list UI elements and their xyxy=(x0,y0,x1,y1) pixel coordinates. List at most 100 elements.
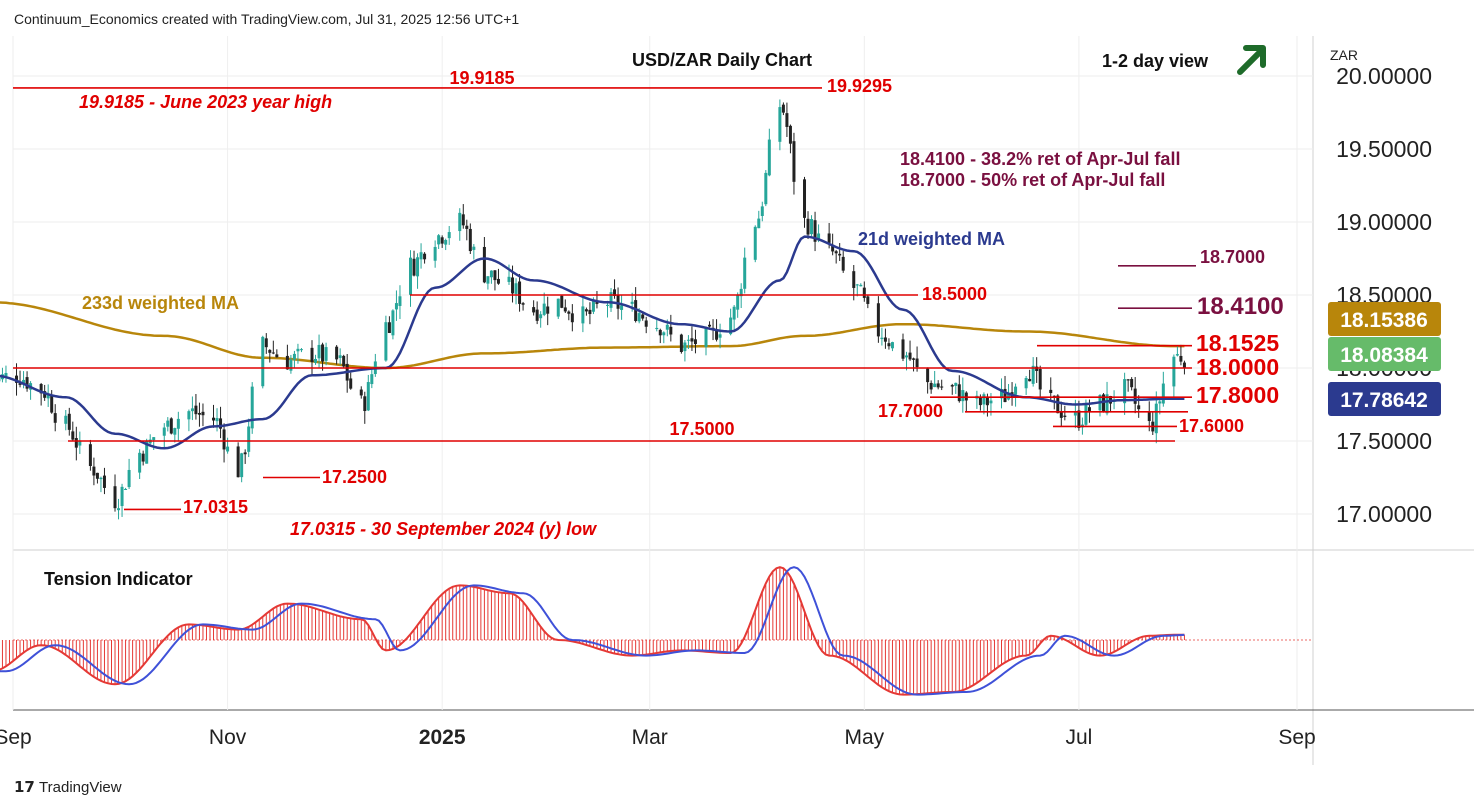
last-price-tag: 18.08384 xyxy=(1328,337,1441,371)
candle-body xyxy=(468,228,472,252)
candle-body xyxy=(187,411,191,420)
tradingview-brand: TradingView xyxy=(39,779,122,796)
candle-body xyxy=(219,418,223,429)
candle-body xyxy=(940,386,944,388)
candle-body xyxy=(732,306,736,320)
candle-body xyxy=(641,314,645,319)
candle-body xyxy=(908,352,912,360)
ma233-label: 233d weighted MA xyxy=(82,293,239,313)
candle-body xyxy=(591,300,595,312)
candle-body xyxy=(1154,403,1158,434)
view-label: 1-2 day view xyxy=(1102,51,1209,71)
low-note: 17.0315 - 30 September 2024 (y) low xyxy=(290,519,597,539)
candle-body xyxy=(852,271,856,288)
candle-body xyxy=(982,394,986,405)
x-tick-label: Nov xyxy=(209,726,247,749)
candle-body xyxy=(567,311,571,314)
ret382-note: 18.4100 - 38.2% ret of Apr-Jul fall xyxy=(900,149,1180,169)
candle-body xyxy=(296,348,300,352)
level-17250-label: 17.2500 xyxy=(322,467,387,487)
candle-body xyxy=(595,301,599,304)
candle-body xyxy=(496,278,500,284)
candle-body xyxy=(584,309,588,312)
candle-body xyxy=(630,301,634,304)
candle-body xyxy=(933,383,937,388)
y-tick-label: 19.50000 xyxy=(1336,136,1432,162)
tension-indicator xyxy=(0,566,1313,696)
level-17031-label: 17.0315 xyxy=(183,497,248,517)
candle-body xyxy=(518,281,522,304)
price-pane xyxy=(13,36,1313,550)
candle-body xyxy=(806,218,810,235)
candle-body xyxy=(173,428,177,435)
candle-body xyxy=(310,347,314,362)
candle-body xyxy=(841,256,845,271)
candle-body xyxy=(1102,394,1106,412)
candle-body xyxy=(950,385,954,387)
currency-label: ZAR xyxy=(1330,47,1358,63)
candle-body xyxy=(827,233,831,243)
candle-body xyxy=(736,295,740,310)
candle-body xyxy=(767,139,771,176)
candle-body xyxy=(247,426,251,452)
candle-body xyxy=(810,219,814,235)
level-17600-label: 17.6000 xyxy=(1179,416,1244,436)
x-tick-label: Jul xyxy=(1065,726,1092,749)
candle-body xyxy=(729,317,733,335)
tradingview-logo[interactable]: 𝟭𝟳 TradingView xyxy=(14,778,122,796)
candle-body xyxy=(240,453,244,478)
candle-body xyxy=(1172,356,1176,387)
tension-signal-line xyxy=(0,566,1185,696)
candle-body xyxy=(760,206,764,217)
candle-body xyxy=(679,334,683,352)
candle-body xyxy=(25,377,29,389)
candle-body xyxy=(394,303,398,310)
candle-body xyxy=(423,253,427,260)
svg-text:18.08384: 18.08384 xyxy=(1340,344,1428,367)
candle-body xyxy=(433,246,437,261)
level-17500-label: 17.5000 xyxy=(669,419,734,439)
candle-body xyxy=(190,408,194,412)
candle-body xyxy=(71,431,75,440)
candle-body xyxy=(989,400,993,404)
candle-body xyxy=(560,295,564,308)
candle-body xyxy=(1059,411,1063,418)
candle-body xyxy=(880,337,884,340)
candle-body xyxy=(412,258,416,276)
candle-body xyxy=(113,486,117,509)
candle-body xyxy=(493,270,497,281)
time-axis[interactable]: Sep Nov 2025 Mar May Jul Sep xyxy=(0,726,1316,749)
candle-body xyxy=(890,342,894,349)
candle-body xyxy=(887,343,891,347)
candle-body xyxy=(292,353,296,360)
axis-menu[interactable] xyxy=(1455,40,1458,43)
candle-body xyxy=(299,349,303,351)
candle-body xyxy=(859,284,863,287)
candle-body xyxy=(289,359,293,371)
candle-body xyxy=(275,354,279,358)
candle-body xyxy=(511,277,515,294)
candle-body xyxy=(915,358,919,368)
candle-body xyxy=(127,469,131,488)
candle-body xyxy=(391,310,395,336)
level-lines xyxy=(13,87,1196,511)
candle-body xyxy=(409,257,413,295)
candle-body xyxy=(1130,378,1134,388)
candle-body xyxy=(1049,389,1053,394)
candle-body xyxy=(883,337,887,342)
x-tick-label: Mar xyxy=(632,726,668,749)
tradingview-logo-icon: 𝟭𝟳 xyxy=(14,779,35,796)
candle-body xyxy=(250,386,254,429)
candle-body xyxy=(831,244,835,252)
candle-body xyxy=(1179,355,1183,362)
y-tick-label: 17.00000 xyxy=(1336,501,1432,527)
candle-body xyxy=(43,391,47,398)
candle-body xyxy=(335,346,339,360)
candle-body xyxy=(743,257,747,289)
price-axis[interactable]: 20.0000019.5000019.0000018.5000018.00000… xyxy=(1336,63,1432,527)
candle-body xyxy=(261,336,265,387)
candle-body xyxy=(285,355,289,370)
level-18000-label: 18.0000 xyxy=(1196,354,1279,380)
svg-text:18.15386: 18.15386 xyxy=(1340,309,1428,332)
